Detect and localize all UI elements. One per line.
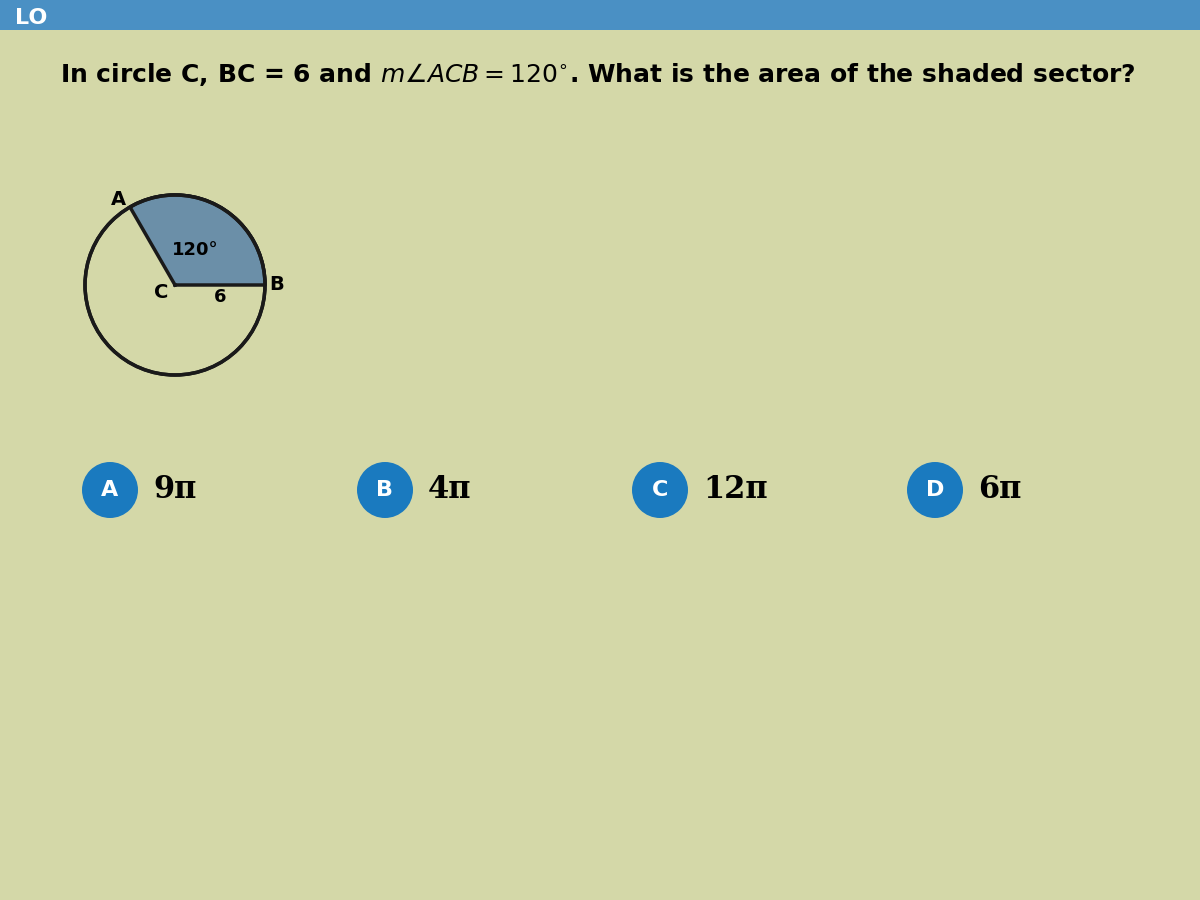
- Text: 6: 6: [214, 288, 227, 306]
- Circle shape: [907, 462, 964, 518]
- Text: In circle C, BC = 6 and $m\angle ACB=120^{\circ}$. What is the area of the shade: In circle C, BC = 6 and $m\angle ACB=120…: [60, 61, 1135, 88]
- Text: 4π: 4π: [428, 474, 472, 506]
- Circle shape: [82, 462, 138, 518]
- Text: A: A: [101, 480, 119, 500]
- Circle shape: [632, 462, 688, 518]
- Text: D: D: [926, 480, 944, 500]
- Text: B: B: [270, 275, 284, 294]
- Text: C: C: [652, 480, 668, 500]
- Text: B: B: [377, 480, 394, 500]
- Text: 12π: 12π: [703, 474, 768, 506]
- FancyBboxPatch shape: [0, 0, 1200, 30]
- Circle shape: [358, 462, 413, 518]
- Text: 9π: 9π: [154, 474, 197, 506]
- Text: A: A: [110, 190, 126, 209]
- Text: 6π: 6π: [978, 474, 1021, 506]
- Polygon shape: [130, 195, 265, 285]
- Text: C: C: [154, 284, 168, 302]
- Text: LO: LO: [14, 8, 47, 28]
- Text: 120°: 120°: [172, 241, 218, 259]
